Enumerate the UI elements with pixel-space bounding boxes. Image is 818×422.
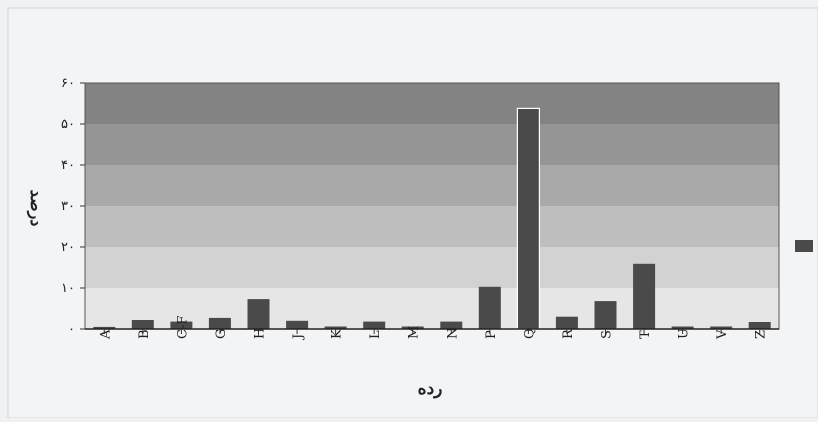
x-tick-label: G (214, 329, 229, 339)
legend-swatch (795, 240, 813, 252)
x-tick-label: Z (754, 330, 769, 339)
y-axis-label: درصد (26, 190, 46, 227)
bar (401, 326, 424, 329)
x-tick-label: H (253, 328, 268, 339)
bar (247, 299, 270, 329)
bar (555, 316, 578, 329)
x-tick-label: A (98, 329, 113, 340)
y-tick-label: ۶۰ (61, 76, 75, 91)
bar (478, 286, 501, 329)
bar (170, 321, 193, 329)
y-tick-label: ۱۰ (61, 281, 75, 296)
x-axis-label: رده (418, 379, 443, 399)
x-tick-label: N (445, 328, 460, 339)
bar (93, 326, 116, 329)
bar (208, 317, 231, 329)
plot-band (85, 247, 779, 288)
x-tick-label: J (291, 334, 306, 341)
bar (286, 320, 309, 329)
y-tick-label: ۳۰ (61, 199, 75, 214)
y-tick-label: ۲۰ (61, 240, 75, 255)
y-tick-label: ۰ (68, 322, 75, 337)
bar (594, 301, 617, 329)
bar (131, 320, 154, 329)
bar (671, 326, 694, 329)
plot-band (85, 288, 779, 329)
bar (748, 322, 771, 329)
x-tick-label: P (484, 330, 499, 339)
plot-band (85, 165, 779, 206)
y-tick-label: ۴۰ (61, 158, 75, 173)
plot-background-bands (85, 83, 779, 329)
plot-band (85, 124, 779, 165)
bar (363, 321, 386, 329)
plot-band (85, 83, 779, 124)
bar (710, 326, 733, 329)
bar (324, 326, 347, 329)
y-axis-ticks: ۰ ۱۰ ۲۰ ۳۰ ۴۰ ۵۰ ۶۰ (61, 76, 85, 337)
x-tick-label: T (638, 330, 653, 339)
bar (633, 263, 656, 329)
x-tick-label: Q (522, 328, 537, 339)
bar (440, 321, 463, 329)
x-tick-label: K (330, 329, 345, 339)
x-axis-ticks: A B C-F G H J K L M N P Q R S T U V Z (98, 316, 768, 341)
x-tick-label: R (561, 328, 576, 339)
bar (516, 107, 541, 330)
x-tick-label: V (715, 329, 730, 340)
x-tick-label: C-F (175, 316, 190, 339)
bars (93, 107, 771, 330)
x-tick-label: S (600, 330, 615, 339)
plot-band (85, 206, 779, 247)
x-tick-label: U (677, 328, 692, 339)
x-tick-label: M (407, 326, 422, 339)
x-tick-label: B (137, 329, 152, 339)
y-tick-label: ۵۰ (61, 117, 75, 132)
x-tick-label: L (368, 330, 383, 339)
